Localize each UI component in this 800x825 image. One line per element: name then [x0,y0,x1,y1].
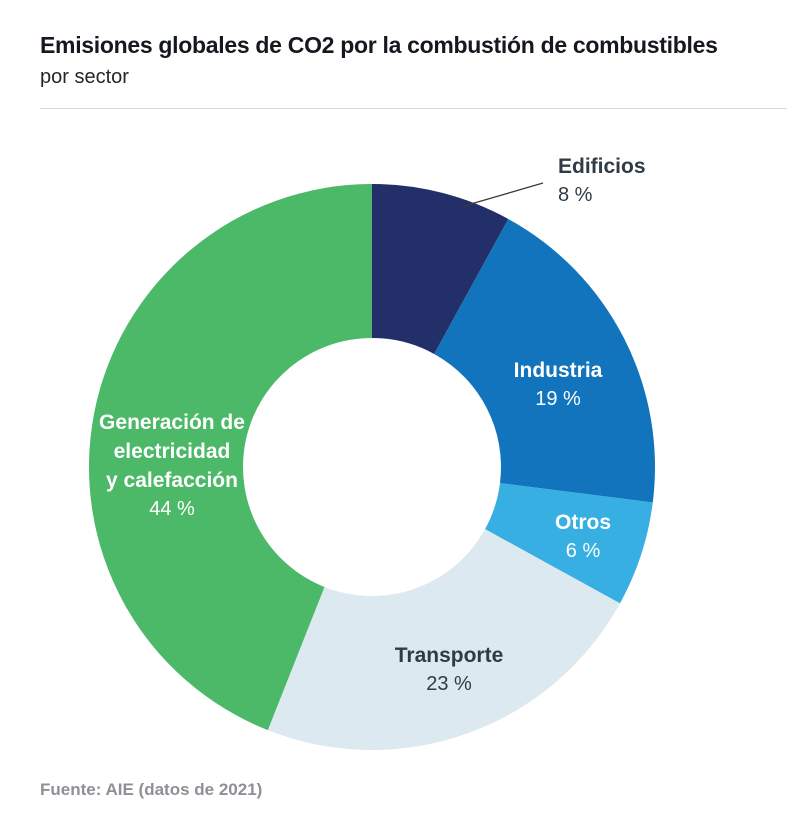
header-divider [40,108,787,109]
slice-name-line: y calefacción [106,469,238,492]
donut-slice-industria [434,219,656,503]
slice-label-industria: Industria 19 % [514,356,603,414]
donut-slice-otros [485,483,653,604]
slice-label-edificios: Edificios 8 % [558,152,646,210]
slice-percent: 8 % [558,184,593,206]
donut-slice-edificios [372,184,509,354]
donut-slice-generacion [88,184,372,731]
slice-name-line: Generación de [99,411,245,434]
slice-label-generacion: Generación de electricidad y calefacción… [99,408,245,524]
donut-slice-transporte [267,529,620,751]
slice-name: Industria [513,359,603,382]
slice-name: Transporte [394,644,504,667]
donut-slices [88,184,656,751]
page-subtitle: por sector [40,66,129,88]
slice-percent: 23 % [426,673,472,695]
slice-name-line: electricidad [113,440,231,463]
slice-percent: 19 % [535,388,581,410]
source-note: Fuente: AIE (datos de 2021) [40,780,263,799]
page-title: Emisiones globales de CO2 por la combust… [40,32,718,58]
slice-label-transporte: Transporte 23 % [395,641,504,699]
edificios-leader-line [463,182,544,207]
slice-name: Otros [554,511,612,534]
slice-percent: 6 % [565,540,601,562]
slice-name: Edificios [558,155,646,178]
slice-percent: 44 % [149,498,195,520]
slice-label-otros: Otros 6 % [555,508,611,566]
